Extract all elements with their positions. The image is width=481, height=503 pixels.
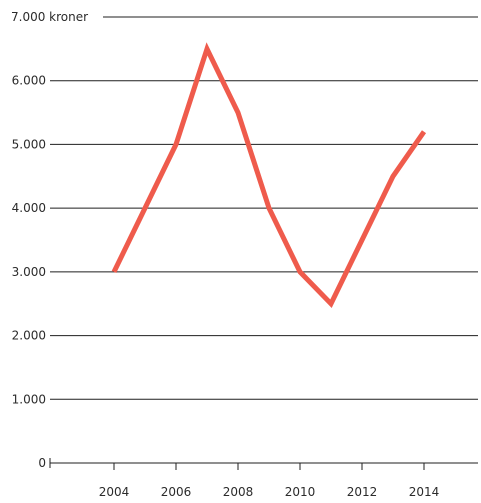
x-tick-label: 2008: [223, 485, 254, 499]
series: [111, 42, 427, 308]
y-tick-labels: 0 1.000 2.000 3.000 4.000 5.000 6.000 7.000 kro…: [11, 10, 88, 470]
y-tick-label: 4.000: [12, 201, 46, 215]
y-tick-label: 5.000: [12, 137, 46, 151]
x-tick-label: 2006: [161, 485, 192, 499]
x-tick-label: 2010: [285, 485, 316, 499]
y-tick-label: 3.000: [12, 265, 46, 279]
x-tick-label: 2014: [409, 485, 440, 499]
y-tick-label: 6.000: [12, 74, 46, 88]
y-tick-label: 1.000: [12, 392, 46, 406]
grid-lines: [50, 16, 478, 400]
y-tick-label: 0: [38, 456, 46, 470]
y-tick-label: 2.000: [12, 329, 46, 343]
x-tick-label: 2004: [99, 485, 130, 499]
axes: [49, 458, 478, 470]
x-tick-labels: 2004 2006 2008 2010 2012 2014: [99, 485, 440, 499]
x-tick-label: 2012: [347, 485, 378, 499]
y-tick-label: 7.000 kroner: [11, 10, 88, 24]
series-line: [111, 42, 427, 308]
